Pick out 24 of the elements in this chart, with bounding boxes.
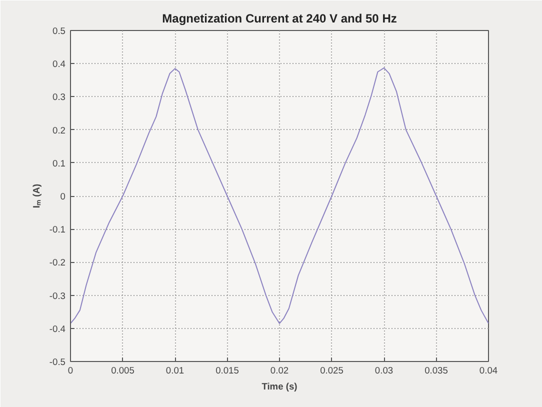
line-series [70, 67, 488, 324]
y-axis-title: Iₘ (A) [31, 184, 42, 208]
x-tick-label: 0.03 [374, 366, 394, 376]
y-tick-label: -0.4 [49, 324, 66, 334]
y-tick-label: -0.2 [49, 258, 66, 268]
y-tick-label: 0 [60, 192, 66, 202]
chart-title: Magnetization Current at 240 V and 50 Hz [162, 12, 397, 26]
x-axis-title: Time (s) [262, 382, 298, 392]
x-tick-label: 0.035 [424, 366, 448, 376]
y-tick-label: 0.2 [52, 125, 66, 136]
y-tick-label: -0.5 [49, 357, 66, 367]
x-tick-label: 0.015 [216, 366, 239, 376]
y-tick-label: 0.5 [52, 26, 66, 36]
x-tick-label: 0 [68, 366, 74, 376]
x-tick-label: 0.01 [166, 366, 184, 376]
y-tick-label: 0.4 [52, 59, 66, 70]
x-tick-label: 0.04 [479, 366, 498, 376]
x-tick-label: 0.025 [320, 366, 344, 376]
x-tick-label: 0.02 [270, 366, 289, 376]
y-tick-label: 0.3 [52, 92, 66, 102]
y-tick-label: -0.1 [49, 224, 66, 235]
y-tick-label: -0.3 [49, 290, 66, 301]
y-tick-label: 0.1 [52, 158, 66, 168]
x-tick-label: 0.005 [111, 366, 134, 376]
